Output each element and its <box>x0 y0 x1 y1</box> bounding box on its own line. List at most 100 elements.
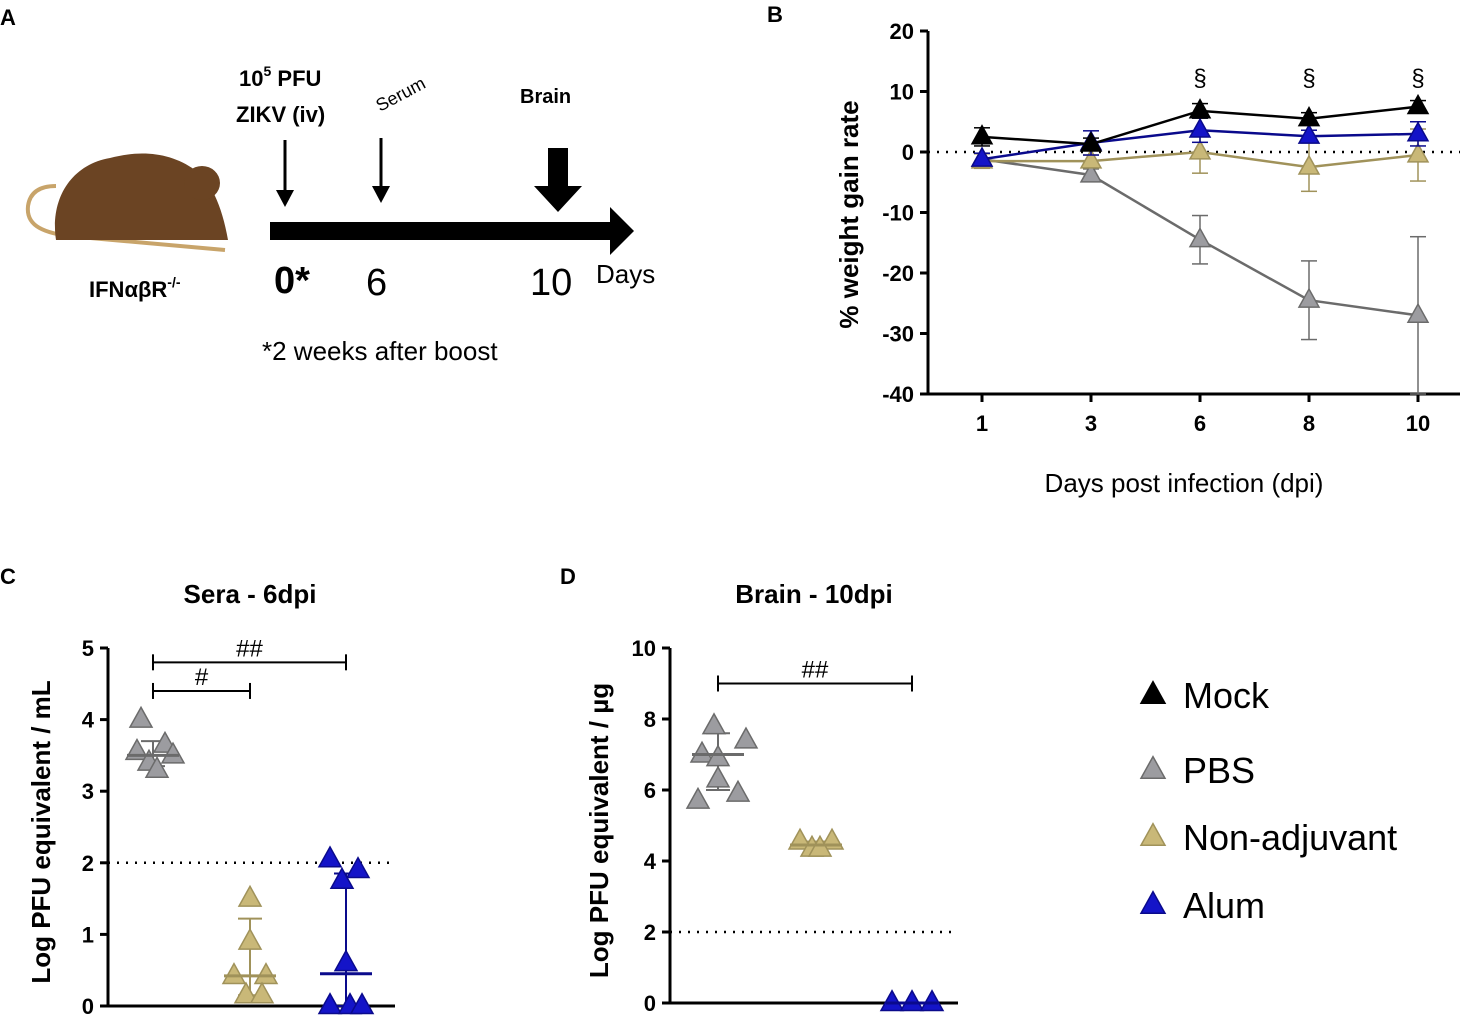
x-axis-label: Days post infection (dpi) <box>1045 468 1324 498</box>
significance-marker: # <box>195 664 209 691</box>
x-tick-label: 8 <box>1303 411 1315 436</box>
y-tick-label: 10 <box>632 636 656 661</box>
infection-arrowhead <box>276 190 294 207</box>
data-point <box>1406 302 1430 323</box>
data-point <box>233 981 259 1004</box>
data-point <box>349 992 375 1015</box>
x-tick-label: 6 <box>1194 411 1206 436</box>
mouse-ear <box>184 166 220 200</box>
chart-b: 20 10 0 -10 -20 -30 -40 1 3 6 8 10 Days post infecti… <box>834 19 1460 498</box>
day-10-label: 10 <box>530 262 572 304</box>
group-alum <box>317 845 375 1015</box>
y-tick-label: 20 <box>890 19 914 44</box>
legend-label: Alum <box>1183 885 1265 926</box>
group-pbs <box>124 705 186 778</box>
y-axis-label: Log PFU equivalent / mL <box>26 680 56 983</box>
chart-d: Brain - 10dpi 0 2 4 6 8 10 Log PFU equivalent /… <box>584 579 958 1016</box>
data-point <box>249 981 275 1004</box>
legend-label: Non-adjuvant <box>1183 817 1397 858</box>
panel-d-letter: D <box>560 564 576 589</box>
y-tick-label: 10 <box>890 80 914 105</box>
chart-c: Sera - 6dpi 0 1 2 3 4 5 Log PFU equivalent / mL… <box>26 579 395 1019</box>
y-tick-label: 2 <box>644 920 656 945</box>
data-point <box>1079 162 1103 183</box>
data-point <box>701 712 727 735</box>
legend-label: PBS <box>1183 750 1255 791</box>
panel-d: D Brain - 10dpi 0 2 4 6 8 10 Log PFU equivalent… <box>560 564 958 1016</box>
y-tick-label: 0 <box>644 991 656 1016</box>
panel-b-letter: B <box>767 2 783 27</box>
legend-item-mock: Mock <box>1139 675 1270 716</box>
data-point <box>144 755 170 778</box>
y-tick-label: 5 <box>82 636 94 661</box>
data-point <box>1188 139 1212 160</box>
series-mock <box>970 93 1430 152</box>
data-point <box>317 992 343 1015</box>
legend-item-non_adjuvant: Non-adjuvant <box>1139 817 1397 858</box>
mouse-body <box>54 153 228 240</box>
serum-arrowhead <box>372 186 390 203</box>
y-tick-label: -20 <box>882 261 914 286</box>
significance-marker: § <box>1302 65 1315 92</box>
data-point <box>333 949 359 972</box>
legend-marker <box>1139 822 1167 846</box>
y-tick-label: 8 <box>644 707 656 732</box>
timeline: 105 PFU ZIKV (iv) Serum Brain 0* 6 10 Da… <box>236 63 655 366</box>
data-point <box>1188 98 1212 119</box>
data-point <box>237 884 263 907</box>
mouse-illustration: IFNαβR-/- <box>25 153 228 302</box>
data-point <box>1297 287 1321 308</box>
y-tick-label: 6 <box>644 778 656 803</box>
day-0-label: 0* <box>274 260 310 302</box>
y-tick-label: 0 <box>902 140 914 165</box>
virus-label: ZIKV (iv) <box>236 102 325 127</box>
data-point <box>317 845 343 868</box>
data-point <box>919 989 945 1012</box>
data-point <box>329 866 355 889</box>
y-tick-label: -30 <box>882 322 914 347</box>
dose-label: 105 PFU <box>239 63 321 91</box>
data-point <box>1297 123 1321 144</box>
data-point <box>879 989 905 1012</box>
brain-label: Brain <box>520 86 571 108</box>
legend: Mock PBS Non-adjuvant Alum <box>1139 675 1397 926</box>
y-axis-label: Log PFU equivalent / µg <box>584 683 614 978</box>
data-point <box>1406 93 1430 115</box>
significance-marker: ## <box>802 657 829 684</box>
panel-a: A IFNαβR-/- 105 PFU ZIKV (iv) Serum Brai… <box>0 5 655 366</box>
y-tick-label: -40 <box>882 382 914 407</box>
data-point <box>705 765 731 788</box>
significance-marker: § <box>1411 65 1424 92</box>
legend-marker <box>1139 890 1167 914</box>
panel-a-letter: A <box>0 5 16 30</box>
data-point <box>1079 148 1103 169</box>
serum-label: Serum <box>372 73 428 116</box>
series-non_adjuvant <box>970 128 1430 193</box>
significance-marker: § <box>1193 65 1206 92</box>
panel-b: B 20 10 0 -10 -20 -30 -40 1 3 6 8 10 Days post infec… <box>767 2 1460 498</box>
y-tick-label: 0 <box>82 994 94 1019</box>
panel-c-letter: C <box>0 564 16 589</box>
y-tick-label: 2 <box>82 851 94 876</box>
data-point <box>970 124 994 145</box>
series-pbs <box>970 146 1430 395</box>
data-point <box>1406 142 1430 163</box>
days-word-label: Days <box>596 259 655 289</box>
boost-footnote: *2 weeks after boost <box>262 336 498 366</box>
x-tick-label: 1 <box>976 411 988 436</box>
legend-item-pbs: PBS <box>1139 750 1255 791</box>
significance-marker: ## <box>236 635 263 662</box>
mouse-strain-label: IFNαβR-/- <box>89 274 181 302</box>
data-point <box>1297 154 1321 175</box>
group-non_adjuvant <box>787 827 845 857</box>
data-point <box>1406 121 1430 142</box>
data-point <box>160 741 186 764</box>
data-point <box>128 705 154 728</box>
group-pbs <box>685 712 759 809</box>
data-point <box>970 146 994 167</box>
data-point <box>345 856 371 879</box>
mouse-tail <box>25 184 69 238</box>
day-6-label: 6 <box>366 262 387 304</box>
data-point <box>725 779 751 802</box>
group-non_adjuvant <box>221 884 279 1004</box>
